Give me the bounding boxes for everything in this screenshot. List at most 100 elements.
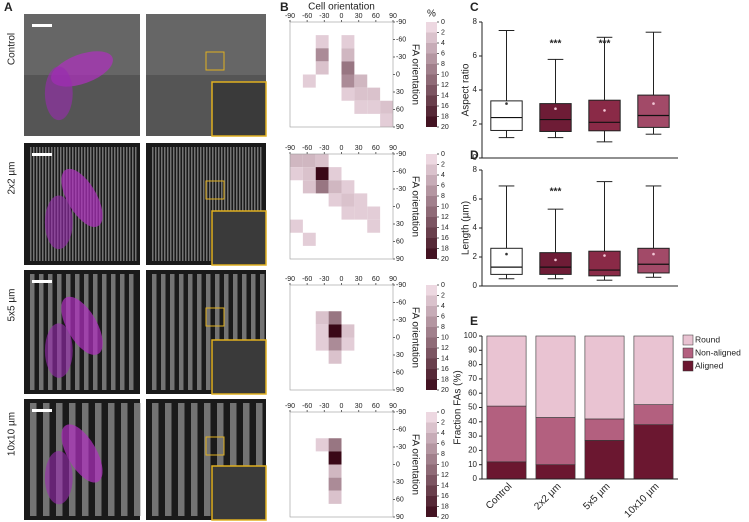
pattern-stripe bbox=[256, 403, 263, 516]
pattern-stripe bbox=[129, 147, 131, 261]
roi-box bbox=[205, 180, 225, 200]
inset bbox=[211, 339, 267, 395]
y-tick-label: 30 bbox=[396, 221, 404, 228]
bar-segment bbox=[633, 335, 674, 405]
heat-cell bbox=[354, 193, 368, 207]
colorbar-tick-label: 6 bbox=[441, 182, 445, 189]
heat-cell bbox=[328, 350, 342, 364]
pattern-stripe bbox=[42, 147, 44, 261]
bar-segment bbox=[535, 464, 576, 480]
pattern-stripe bbox=[197, 147, 199, 261]
pattern-stripe bbox=[111, 147, 113, 261]
pattern-stripe bbox=[39, 274, 44, 390]
colorbar-tick-label: 10 bbox=[441, 334, 449, 341]
y-tick-label: -30 bbox=[396, 444, 406, 451]
x-tick-label: 0 bbox=[340, 145, 344, 152]
mean bbox=[505, 102, 508, 105]
pattern-stripe bbox=[243, 403, 250, 516]
y-tick-label: 6 bbox=[473, 194, 478, 203]
colorbar-swatch bbox=[426, 106, 437, 117]
heat-cell bbox=[302, 232, 316, 246]
pattern-stripe bbox=[206, 274, 211, 390]
y-tick-label: 90 bbox=[468, 345, 477, 354]
legend-label: Round bbox=[695, 334, 720, 344]
pattern-stripe bbox=[170, 274, 175, 390]
pattern-stripe bbox=[191, 403, 198, 516]
y-axis-title: Fraction FAs (%) bbox=[453, 370, 464, 444]
heat-cell bbox=[290, 154, 303, 168]
pattern-stripe bbox=[203, 147, 205, 261]
pattern-stripe bbox=[212, 147, 214, 261]
pattern-stripe bbox=[254, 147, 256, 261]
colorbar-tick-label: 8 bbox=[441, 324, 445, 331]
heat-cell bbox=[328, 180, 342, 194]
pattern-stripe bbox=[215, 274, 220, 390]
pattern-stripe bbox=[242, 274, 247, 390]
legend-swatch bbox=[682, 334, 694, 346]
x-tick-label: -60 bbox=[302, 276, 312, 283]
y-axis-title: FA orientation bbox=[409, 176, 420, 237]
y-tick-label: 0 bbox=[473, 153, 478, 162]
y-tick-label: 30 bbox=[396, 479, 404, 486]
heat-cell bbox=[341, 193, 355, 207]
roi-box bbox=[205, 51, 225, 71]
heat-cell bbox=[315, 48, 329, 62]
colorbar-tick-label: 16 bbox=[441, 235, 449, 242]
colorbar-swatch bbox=[426, 285, 437, 296]
heat-cell bbox=[367, 206, 381, 220]
pattern-stripe bbox=[224, 147, 226, 261]
pattern-stripe bbox=[185, 147, 187, 261]
heat-cell bbox=[315, 324, 329, 338]
heat-cell bbox=[328, 311, 342, 325]
pattern-stripe bbox=[111, 274, 116, 390]
y-axis-title: FA orientation bbox=[409, 44, 420, 105]
colorbar-swatch bbox=[426, 337, 437, 348]
pattern-stripe bbox=[165, 403, 172, 516]
x-tick-label: 0 bbox=[340, 403, 344, 410]
colorbar-swatch bbox=[426, 175, 437, 186]
pattern-stripe bbox=[102, 274, 107, 390]
y-tick-label: 90 bbox=[396, 124, 404, 131]
heat-cell bbox=[328, 324, 342, 338]
y-tick-label: -30 bbox=[396, 317, 406, 324]
mean bbox=[505, 252, 508, 256]
cell-stain bbox=[61, 168, 103, 227]
pattern-stripe bbox=[230, 147, 232, 261]
bar-segment bbox=[535, 417, 576, 466]
colorbar-swatch bbox=[426, 85, 437, 96]
colorbar-swatch bbox=[426, 422, 437, 433]
x-tick-label: 60 bbox=[372, 403, 380, 410]
colorbar-swatch bbox=[426, 22, 437, 33]
heat-cell bbox=[341, 180, 355, 194]
pattern-stripe bbox=[45, 147, 47, 261]
y-tick-label: 60 bbox=[396, 106, 404, 113]
pattern-stripe bbox=[108, 147, 110, 261]
x-axis-title: Cell orientation bbox=[308, 2, 375, 13]
colorbar-tick-label: 18 bbox=[441, 113, 449, 120]
bar-segment bbox=[633, 424, 674, 480]
y-tick-label: -60 bbox=[396, 426, 406, 433]
colorbar-swatch bbox=[426, 185, 437, 196]
y-tick-label: -60 bbox=[396, 299, 406, 306]
heat-cell bbox=[328, 464, 342, 478]
colorbar-tick-label: 10 bbox=[441, 71, 449, 78]
colorbar-tick-label: 8 bbox=[441, 451, 445, 458]
pattern-stripe bbox=[194, 147, 196, 261]
heat-cell bbox=[315, 154, 329, 168]
mean bbox=[603, 254, 606, 257]
row-label: 5x5 µm bbox=[7, 289, 18, 322]
pattern-stripe bbox=[134, 403, 141, 516]
y-tick-label: 6 bbox=[473, 51, 478, 60]
y-tick-label: -60 bbox=[396, 36, 406, 43]
row-label: 2x2 µm bbox=[7, 162, 18, 195]
pattern-stripe bbox=[155, 147, 157, 261]
x-tick-label: -60 bbox=[302, 145, 312, 152]
bar-segment bbox=[633, 404, 674, 425]
pattern-stripe bbox=[230, 403, 237, 516]
annotation: *** bbox=[550, 187, 562, 198]
scale-bar bbox=[32, 409, 52, 412]
heat-cell bbox=[315, 61, 329, 75]
y-tick-label: -90 bbox=[396, 19, 406, 26]
x-tick-label: -90 bbox=[285, 276, 295, 283]
box bbox=[637, 94, 670, 128]
